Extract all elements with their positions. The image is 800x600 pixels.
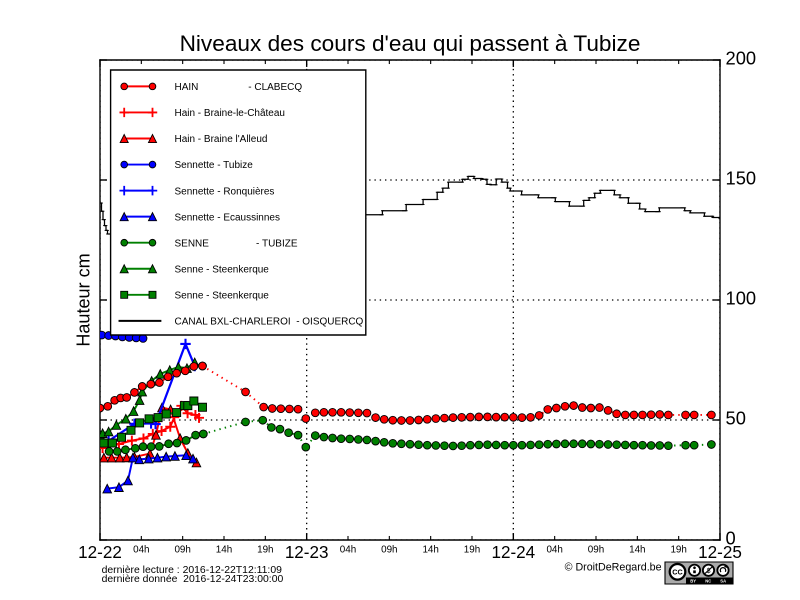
svg-text:CC: CC [672,567,683,576]
svg-text:19h: 19h [464,545,480,556]
svg-text:09h: 09h [588,545,604,556]
svg-text:12-24: 12-24 [491,543,535,562]
svg-text:0: 0 [726,528,736,549]
svg-text:Senne - Steenkerque: Senne - Steenkerque [175,290,270,301]
svg-text:CANAL BXL-CHARLEROI - OISQUER: CANAL BXL-CHARLEROI - OISQUERCQ [175,316,364,327]
svg-text:Sennette - Ronquières: Sennette - Ronquières [175,186,275,197]
svg-text:12-25: 12-25 [698,543,742,562]
svg-text:dernière lecture : 2016-12-22T: dernière lecture : 2016-12-22T12:11:09 [102,565,283,576]
svg-text:NC: NC [705,578,711,583]
svg-text:Sennette - Ecaussinnes: Sennette - Ecaussinnes [175,212,280,223]
svg-text:BY: BY [690,578,696,583]
svg-text:19h: 19h [670,545,686,556]
svg-text:$: $ [707,568,711,575]
svg-text:© DroitDeRegard.be: © DroitDeRegard.be [565,561,662,573]
svg-text:150: 150 [726,168,757,189]
svg-text:100: 100 [726,288,757,309]
svg-text:09h: 09h [381,545,397,556]
svg-text:12-23: 12-23 [285,543,329,562]
svg-text:SENNE - TUBIZE: SENNE - TUBIZE [175,238,298,249]
svg-text:Senne - Steenkerque: Senne - Steenkerque [175,264,270,275]
svg-text:19h: 19h [257,545,273,556]
svg-text:SA: SA [720,578,726,583]
svg-text:14h: 14h [629,545,645,556]
svg-text:14h: 14h [422,545,438,556]
svg-text:04h: 04h [546,545,562,556]
svg-text:Niveaux des cours d'eau qui pa: Niveaux des cours d'eau qui passent à Tu… [180,31,641,56]
svg-text:12-22: 12-22 [78,543,122,562]
svg-text:04h: 04h [133,545,149,556]
svg-text:dernière donnée 2016-12-24T23: dernière donnée 2016-12-24T23:00:00 [102,574,284,585]
svg-text:Hain - Braine-le-Château: Hain - Braine-le-Château [175,108,285,119]
svg-text:50: 50 [726,408,746,429]
svg-text:Sennette - Tubize: Sennette - Tubize [175,160,254,171]
svg-text:Hain - Braine l'Alleud: Hain - Braine l'Alleud [175,134,268,145]
svg-text:Hauteur cm: Hauteur cm [74,253,94,346]
svg-text:HAIN - CLABEC: HAIN - CLABECQ [175,82,303,93]
svg-text:09h: 09h [174,545,190,556]
svg-text:14h: 14h [216,545,232,556]
svg-text:04h: 04h [340,545,356,556]
svg-text:200: 200 [726,48,757,69]
